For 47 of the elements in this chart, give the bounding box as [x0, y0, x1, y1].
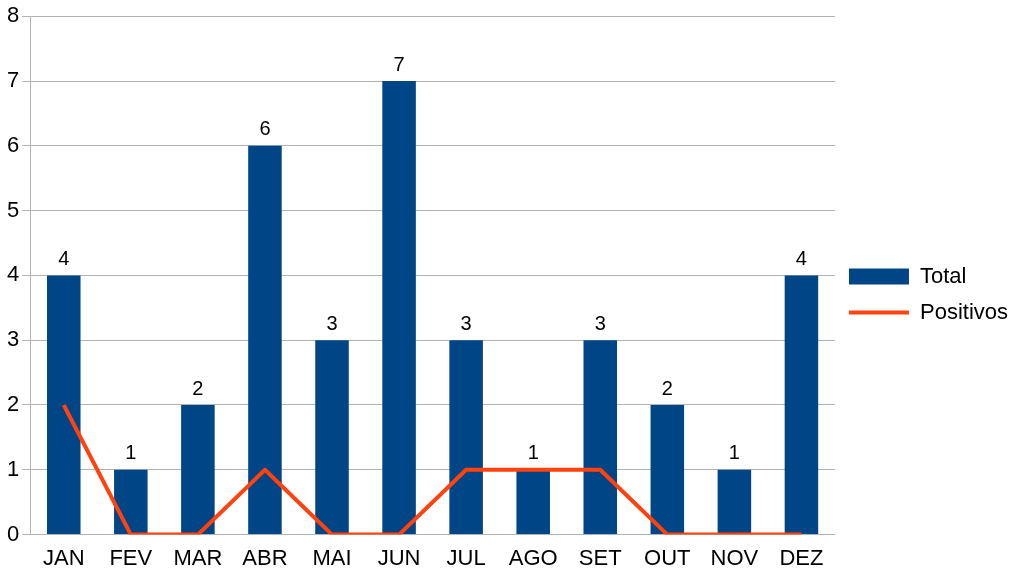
bar — [449, 340, 483, 535]
bar — [315, 340, 349, 535]
data-label: 4 — [795, 246, 807, 269]
y-tick-label: 5 — [6, 196, 20, 222]
data-label: 2 — [661, 376, 673, 399]
y-tick-label: 6 — [6, 131, 20, 157]
x-tick-label: SET — [578, 544, 622, 570]
y-tick-label: 2 — [6, 391, 20, 417]
bar — [650, 405, 685, 535]
x-tick-label: NOV — [710, 544, 759, 570]
bar — [248, 145, 282, 535]
data-label: 1 — [527, 441, 539, 464]
x-tick-label: FEV — [109, 544, 153, 570]
y-tick-label: 4 — [6, 261, 20, 287]
y-tick-label: 0 — [6, 520, 20, 546]
x-tick-label: ABR — [242, 544, 288, 570]
data-label: 3 — [326, 311, 338, 334]
bar — [382, 81, 416, 535]
y-tick-label: 1 — [6, 455, 20, 481]
legend-label: Total — [919, 262, 967, 288]
legend-label: Positivos — [919, 298, 1009, 324]
data-label: 1 — [125, 441, 137, 464]
x-tick-label: DEZ — [779, 544, 824, 570]
data-label: 3 — [594, 311, 606, 334]
data-label: 7 — [393, 52, 405, 75]
x-tick-label: OUT — [644, 544, 691, 570]
y-tick-label: 7 — [6, 67, 20, 93]
bar — [516, 469, 550, 535]
data-label: 4 — [58, 246, 70, 269]
y-tick-label: 3 — [6, 326, 20, 352]
x-tick-label: JAN — [42, 544, 85, 570]
x-tick-label: MAR — [173, 544, 223, 570]
data-label: 2 — [192, 376, 204, 399]
y-tick-label: 8 — [6, 2, 20, 28]
data-label: 6 — [259, 117, 271, 140]
x-tick-label: MAI — [312, 544, 352, 570]
x-tick-label: JUN — [377, 544, 421, 570]
bar — [47, 275, 81, 535]
x-tick-label: JUL — [446, 544, 486, 570]
bar — [114, 469, 148, 535]
bar — [181, 405, 215, 535]
bar — [784, 275, 819, 535]
bar — [717, 469, 752, 535]
bar — [583, 340, 618, 535]
x-tick-label: AGO — [508, 544, 558, 570]
data-label: 3 — [460, 311, 472, 334]
data-label: 1 — [728, 441, 740, 464]
